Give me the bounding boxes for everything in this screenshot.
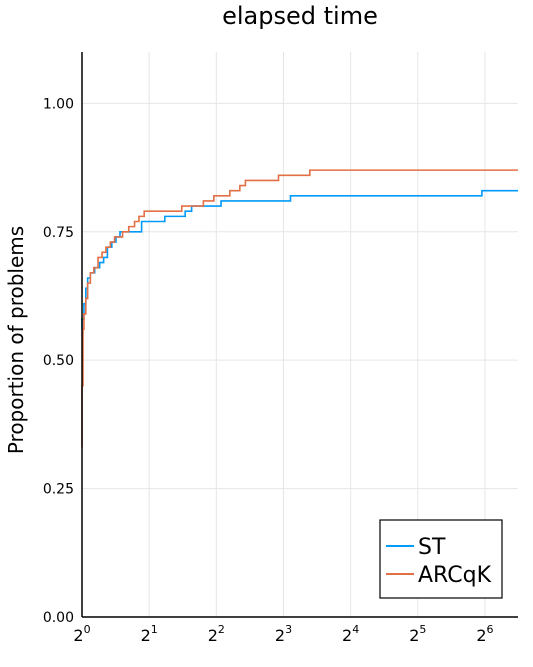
y-tick-label: 0.25 [43, 482, 74, 498]
y-tick-label: 1.00 [43, 96, 74, 112]
x-tick-label: 25 [409, 623, 426, 645]
x-tick-label: 22 [208, 623, 225, 645]
y-tick-labels: 0.00 0.25 0.50 0.75 1.00 [43, 96, 74, 626]
chart-title: elapsed time [222, 2, 378, 30]
y-tick-label: 0.75 [43, 225, 74, 241]
series-line-st [81, 189, 518, 330]
legend: ST ARCqK [379, 519, 503, 599]
legend-label-st: ST [418, 535, 446, 560]
x-tick-label: 26 [476, 623, 493, 645]
x-tick-labels: 20 21 22 23 24 25 26 [73, 623, 493, 645]
y-tick-label: 0.50 [43, 353, 74, 369]
series-layer [81, 169, 518, 448]
y-axis-label: Proportion of problems [4, 226, 28, 454]
x-tick-label: 21 [141, 623, 158, 645]
x-tick-label: 24 [342, 623, 359, 645]
legend-box [379, 519, 503, 599]
legend-label-arcqk: ARCqK [418, 563, 492, 588]
grid [82, 52, 518, 617]
x-tick-label: 20 [73, 623, 90, 645]
y-tick-label: 0.00 [43, 610, 74, 626]
x-tick-label: 23 [275, 623, 292, 645]
series-line-arcqk [81, 169, 518, 448]
